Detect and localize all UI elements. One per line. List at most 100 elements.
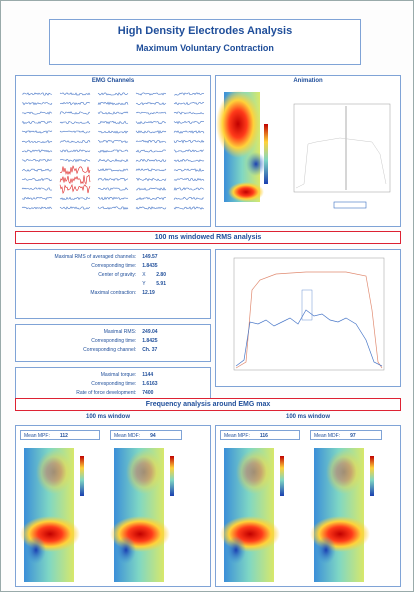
emg-trace: [59, 92, 91, 96]
emg-trace: [59, 206, 91, 210]
stat-value: 2.80: [156, 272, 166, 278]
window-title: 100 ms window: [285, 414, 330, 420]
window-panel: Mean MPF: 116 Mean MDF: 97: [215, 425, 401, 587]
annotation: [301, 289, 313, 321]
emg-trace: [135, 102, 167, 106]
heat-spot: [216, 90, 260, 158]
emg-trace: [21, 149, 53, 153]
emg-trace: [59, 196, 91, 201]
emg-trace: [59, 165, 91, 176]
stats-row: Center of gravity: X 2.80: [16, 271, 210, 280]
emg-trace: [21, 206, 53, 210]
cold-spot: [116, 536, 136, 564]
emg-trace: [59, 111, 91, 115]
heatmaps: [220, 448, 374, 582]
emg-trace: [173, 177, 205, 182]
colorbar: [170, 456, 174, 496]
axis-label: X: [142, 272, 146, 278]
emg-trace: [21, 139, 53, 144]
section-header: 100 ms windowed RMS analysis: [15, 231, 401, 244]
mean-value: Mean MDF: 94: [110, 430, 182, 440]
emg-trace: [173, 197, 205, 201]
stats-row: Maximal contraction: 12.19: [16, 289, 210, 298]
emg-trace: [97, 196, 129, 201]
mean-number: 97: [350, 433, 356, 439]
animation-panel: Animation: [215, 75, 401, 227]
emg-trace: [97, 92, 129, 96]
emg-trace: [59, 120, 91, 125]
stat-label: Maximal torque:: [100, 372, 137, 378]
emg-trace: [59, 174, 91, 185]
emg-trace: [173, 139, 205, 144]
emg-trace: [21, 178, 53, 182]
mean-number: 94: [150, 433, 156, 439]
stat-value: 1.8435: [142, 263, 158, 269]
panel-title: EMG Channels: [91, 78, 135, 84]
heat-spot: [126, 450, 162, 494]
stat-value: 1.6163: [142, 381, 158, 387]
emg-trace: [97, 177, 129, 182]
emg-trace: [173, 111, 205, 115]
emg-trace: [97, 139, 129, 144]
heat-spot: [326, 450, 362, 494]
stat-label: Corresponding time:: [91, 381, 137, 387]
button[interactable]: [333, 201, 367, 209]
emg-trace: [173, 101, 205, 106]
cold-spot: [246, 152, 266, 176]
emg-trace: [97, 187, 129, 191]
stat-label: Corresponding time:: [91, 338, 137, 344]
torque-curve: [235, 271, 383, 369]
colorbar: [80, 456, 84, 496]
stat-label: Corresponding channel:: [83, 347, 137, 353]
stat-label: Center of gravity:: [98, 272, 137, 278]
mean-value: Mean MDF: 97: [310, 430, 382, 440]
stats-row: Y 5.91: [16, 280, 210, 289]
emg-trace: [21, 120, 53, 125]
mean-value: Mean MPF: 116: [220, 430, 300, 440]
mean-label: Mean MDF:: [114, 433, 141, 439]
colorbar: [370, 456, 374, 496]
emg-trace: [173, 206, 205, 210]
plot-frame: [233, 257, 385, 371]
cold-spot: [316, 536, 336, 564]
stats-row: Maximal torque: 1144: [16, 371, 210, 380]
section-header: Frequency analysis around EMG max: [15, 398, 401, 411]
stats-row: Corresponding time: 1.6163: [16, 380, 210, 389]
heatmaps: [20, 448, 174, 582]
mean-label: Mean MPF:: [224, 433, 250, 439]
emg-trace: [21, 158, 53, 162]
emg-trace: [135, 158, 167, 163]
title-box: High Density Electrodes Analysis Maximum…: [49, 19, 361, 65]
title: High Density Electrodes Analysis: [117, 25, 293, 37]
emg-trace: [21, 187, 53, 191]
mean-number: 112: [59, 433, 68, 439]
mean-number: 116: [259, 433, 268, 439]
emg-trace: [59, 158, 91, 163]
emg-trace: [59, 130, 91, 134]
window-title: 100 ms window: [85, 414, 130, 420]
stat-value: 5.91: [156, 281, 166, 287]
stat-value: Ch. 37: [142, 347, 158, 353]
emg-trace: [135, 196, 167, 201]
stat-value: 7400: [142, 390, 154, 396]
cold-spot: [26, 536, 46, 564]
stat-value: 249.04: [142, 329, 158, 335]
heat-spot: [228, 182, 264, 202]
stats-row: Corresponding time: 1.8435: [16, 262, 210, 271]
emg-trace: [21, 196, 53, 201]
emg-trace: [135, 111, 167, 115]
emg-trace: [173, 120, 204, 125]
trace: [295, 137, 387, 189]
emg-trace: [59, 149, 91, 153]
emg-trace: [97, 130, 129, 134]
axis-label: Y: [142, 281, 146, 287]
stats-row: Maximal RMS: 249.04: [16, 328, 210, 337]
emg-trace: [173, 187, 205, 191]
emg-trace: [97, 158, 129, 163]
stats-box: Maximal RMS: 249.04 Corresponding time: 1.8…: [15, 324, 211, 362]
rms-chart: [233, 257, 385, 371]
mean-value: Mean MPF: 112: [20, 430, 100, 440]
colorbar: [280, 456, 284, 496]
emg-trace: [97, 168, 129, 172]
